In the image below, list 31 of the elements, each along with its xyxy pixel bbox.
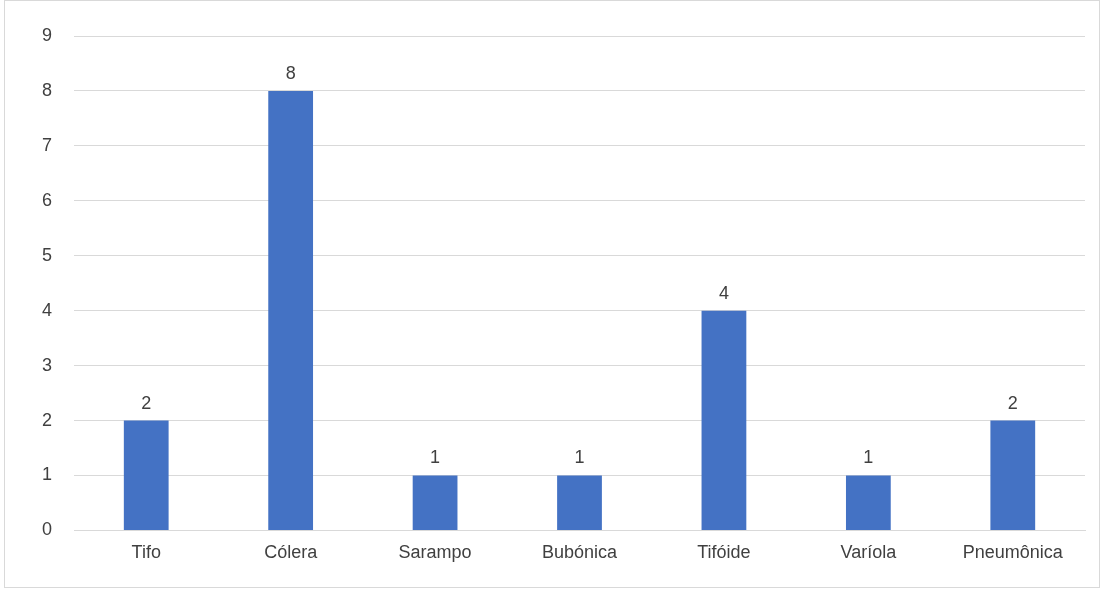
y-tick-label: 5 (42, 244, 53, 265)
data-label: 8 (285, 62, 296, 83)
x-tick-label: Bubónica (541, 542, 619, 563)
x-tick-label: Tifo (131, 542, 161, 563)
bar (990, 420, 1036, 530)
data-label: 1 (430, 447, 441, 468)
data-label: 4 (718, 282, 729, 303)
y-tick-label: 1 (42, 464, 53, 485)
x-tick-label: Pneumônica (962, 542, 1064, 563)
data-label: 1 (863, 447, 874, 468)
y-tick-label: 4 (42, 299, 53, 320)
data-label: 1 (574, 447, 585, 468)
x-tick-label: Tifóide (697, 542, 751, 563)
y-tick-label: 9 (42, 24, 53, 45)
y-tick-label: 8 (42, 79, 53, 100)
bar (557, 475, 602, 530)
y-tick-label: 7 (42, 134, 53, 155)
data-label: 2 (1007, 392, 1018, 413)
x-tick-label: Sarampo (398, 542, 472, 563)
bar (123, 420, 169, 530)
y-tick-label: 6 (42, 189, 53, 210)
y-tick-label: 2 (42, 409, 53, 430)
bar (701, 310, 747, 530)
x-tick-label: Varíola (840, 542, 898, 563)
x-tick-label: Cólera (264, 542, 319, 563)
bar (845, 475, 891, 530)
bar (412, 475, 458, 530)
y-tick-label: 0 (42, 519, 53, 540)
y-tick-label: 3 (42, 354, 53, 375)
bar (268, 90, 314, 530)
data-label: 2 (141, 392, 152, 413)
